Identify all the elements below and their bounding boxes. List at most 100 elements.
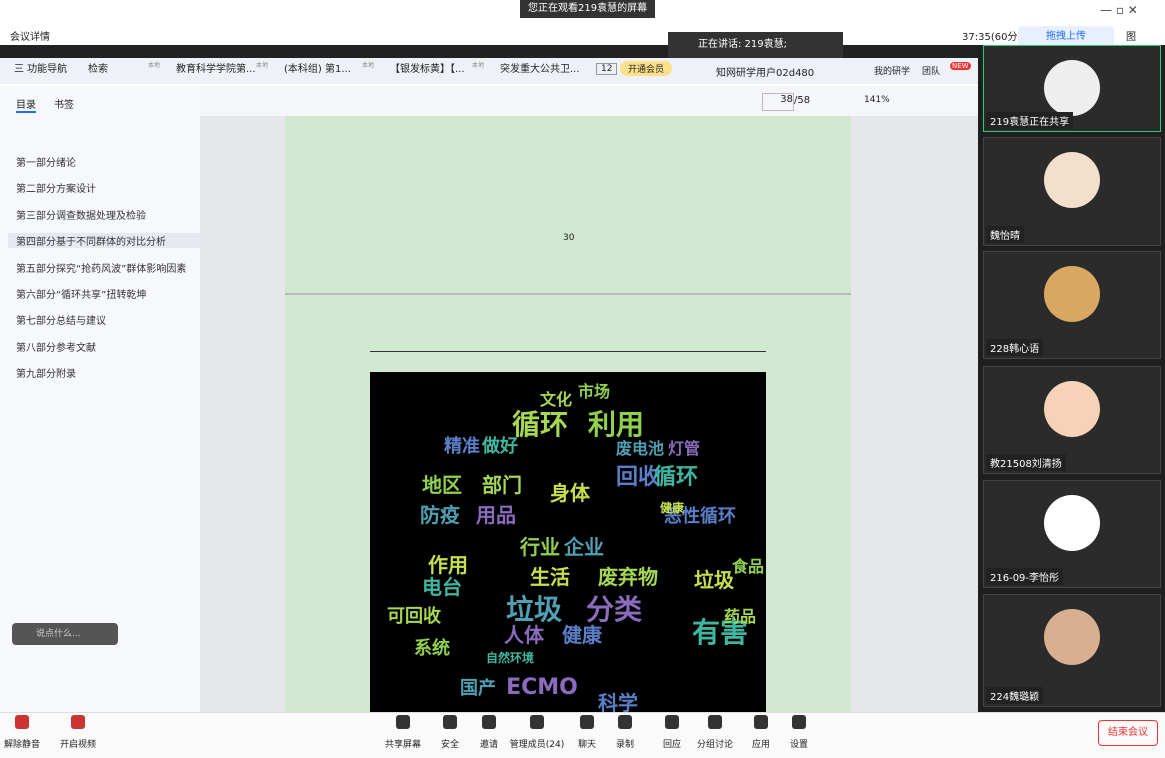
bottom-icon[interactable] <box>530 715 544 729</box>
my-study[interactable]: 我的研学 <box>874 67 911 77</box>
video-tile[interactable]: 228韩心语 <box>983 251 1161 359</box>
bottom-icon[interactable] <box>443 715 457 729</box>
browser-tab-bar <box>0 58 978 84</box>
toc-item[interactable]: 第二部分方案设计 <box>16 184 96 196</box>
cloud-word: 有害 <box>692 616 748 649</box>
bottom-label[interactable]: 邀请 <box>479 740 498 750</box>
bottom-label[interactable]: 解除静音 <box>3 740 40 750</box>
cloud-word: 自然环境 <box>486 650 534 665</box>
toc-item[interactable]: 第六部分“循环共享”扭转乾坤 <box>16 290 147 301</box>
page-total: /58 <box>794 95 811 106</box>
user-name[interactable]: 知网研学用户02d480 <box>716 68 815 79</box>
cloud-word: 利用 <box>588 408 644 441</box>
avatar <box>1044 60 1100 116</box>
meeting-details[interactable]: 会议详情 <box>10 32 50 43</box>
bottom-label[interactable]: 回应 <box>662 740 681 750</box>
toc-item[interactable]: 第八部分参考文献 <box>16 342 96 354</box>
cloud-word: 健康 <box>660 500 685 515</box>
cloud-word: 垃圾 <box>694 568 735 592</box>
view-menu[interactable]: 图 <box>1126 32 1136 43</box>
cloud-word: 垃圾 <box>506 593 562 626</box>
team[interactable]: 团队 <box>922 67 941 77</box>
bottom-label[interactable]: 聊天 <box>577 740 596 750</box>
bottom-label[interactable]: 录制 <box>615 740 634 750</box>
bottom-icon[interactable] <box>792 715 806 729</box>
avatar <box>1044 495 1100 551</box>
bottom-label[interactable]: 共享屏幕 <box>384 740 421 750</box>
bottom-icon[interactable] <box>71 715 85 729</box>
upload-button[interactable]: 拖拽上传 <box>1018 26 1114 48</box>
bottom-icon[interactable] <box>15 715 29 729</box>
page-input[interactable]: 38 <box>762 93 794 111</box>
browser-tab[interactable]: (本科组) 第1... <box>284 64 351 75</box>
cloud-word: 生活 <box>530 565 570 589</box>
cloud-word: 系统 <box>414 637 450 659</box>
vip-button[interactable]: 开通会员 <box>620 61 673 76</box>
video-tile[interactable]: 224魏璐颖 <box>983 594 1161 707</box>
video-tile[interactable]: 216-09-李怡彤 <box>983 480 1161 588</box>
bottom-label[interactable]: 开启视频 <box>59 740 96 750</box>
cloud-word: 国产 <box>460 677 496 699</box>
browser-tab[interactable]: 突发重大公共卫... <box>500 64 580 75</box>
browser-tab[interactable]: 【银发标黄】【... <box>390 64 465 75</box>
timer: 37:35(60分 <box>962 32 1018 43</box>
tab-count[interactable]: 12 <box>596 63 618 75</box>
avatar <box>1044 609 1100 665</box>
cloud-word: 人体 <box>504 623 545 647</box>
participant-name: 219袁慧正在共享 <box>986 112 1074 129</box>
bottom-icon[interactable] <box>482 715 496 729</box>
cloud-word: 做好 <box>481 435 518 457</box>
cloud-word: 循环 <box>654 464 698 490</box>
sidebar-tab[interactable]: 目录 <box>16 96 36 113</box>
bottom-label[interactable]: 设置 <box>789 740 808 750</box>
cloud-word: 用品 <box>476 503 516 527</box>
page-break <box>285 293 851 295</box>
toc-item[interactable]: 第七部分总结与建议 <box>16 316 106 328</box>
nav-button[interactable]: 三 功能导航 <box>14 64 68 75</box>
video-tile[interactable]: 魏怡晴 <box>983 137 1161 246</box>
zoom[interactable]: 141% <box>864 95 890 105</box>
cloud-word: 地区 <box>422 473 462 497</box>
sidebar <box>0 86 200 712</box>
chat-input[interactable]: 说点什么... <box>12 623 118 645</box>
bottom-icon[interactable] <box>754 715 768 729</box>
cloud-word: 文化 <box>540 390 572 409</box>
participant-name: 教21508刘清扬 <box>986 454 1066 471</box>
toc-item[interactable]: 第一部分绪论 <box>16 158 76 169</box>
bottom-label[interactable]: 分组讨论 <box>696 740 733 750</box>
bottom-icon[interactable] <box>580 715 594 729</box>
toc-item[interactable]: 第三部分调查数据处理及检验 <box>16 210 146 222</box>
bottom-label[interactable]: 管理成员(24) <box>509 740 565 750</box>
participant-name: 216-09-李怡彤 <box>986 568 1064 585</box>
cloud-word: 恶性循环 <box>664 505 736 527</box>
video-tile[interactable]: 219袁慧正在共享 <box>983 45 1161 132</box>
cloud-word: 分类 <box>586 593 642 626</box>
bottom-icon[interactable] <box>665 715 679 729</box>
reader-toolbar <box>200 86 978 116</box>
bottom-icon[interactable] <box>708 715 722 729</box>
share-banner: 您正在观看219袁慧的屏幕 <box>520 0 656 18</box>
sidebar-tab[interactable]: 书签 <box>54 100 74 111</box>
window-controls[interactable]: — ▫ ✕ <box>1100 3 1138 17</box>
avatar <box>1044 152 1100 208</box>
participant-name: 魏怡晴 <box>986 226 1024 243</box>
cloud-word: ECMO <box>506 675 578 700</box>
participant-name: 224魏璐颖 <box>986 687 1044 704</box>
avatar <box>1044 266 1100 322</box>
toc-item[interactable]: 第九部分附录 <box>16 369 76 381</box>
cloud-word: 科学 <box>598 691 638 712</box>
toc-item[interactable]: 第五部分探究“抢药风波”群体影响因素 <box>16 263 187 275</box>
cloud-word: 回收 <box>616 464 660 490</box>
end-meeting[interactable]: 结束会议 <box>1098 720 1158 746</box>
browser-tab[interactable]: 教育科学学院第... <box>176 64 256 75</box>
toc-item[interactable]: 第四部分基于不同群体的对比分析 <box>8 233 200 249</box>
bottom-icon[interactable] <box>396 715 410 729</box>
bottom-icon[interactable] <box>618 715 632 729</box>
bottom-label[interactable]: 安全 <box>440 740 459 750</box>
search-button[interactable]: 检索 <box>88 64 108 75</box>
video-tile[interactable]: 教21508刘清扬 <box>983 366 1161 474</box>
page-number: 30 <box>563 233 575 243</box>
avatar <box>1044 381 1100 437</box>
bottom-label[interactable]: 应用 <box>751 740 770 750</box>
cloud-word: 循环 <box>512 408 568 441</box>
